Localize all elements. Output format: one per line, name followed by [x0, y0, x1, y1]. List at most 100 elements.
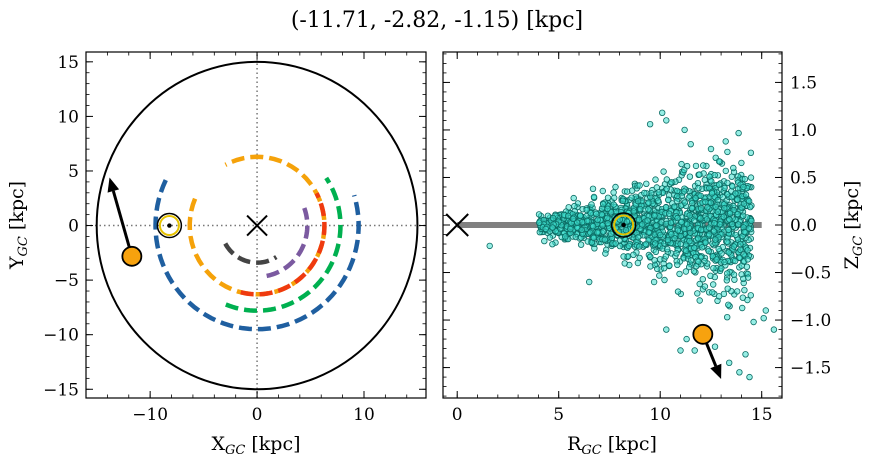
scatter-point [651, 257, 658, 264]
scatter-point [634, 259, 642, 267]
scatter-point [686, 263, 693, 271]
scatter-point [734, 288, 741, 295]
y-tick-label: 1.5 [790, 73, 817, 93]
scatter-point [645, 229, 652, 236]
x-tick-label: 15 [751, 405, 773, 425]
scatter-point [652, 248, 660, 255]
scatter-point [542, 225, 549, 233]
scatter-point [713, 256, 720, 263]
scatter-point [725, 226, 732, 234]
scatter-point [698, 226, 705, 233]
y-tick-label: −5 [54, 271, 79, 291]
scatter-point [724, 179, 731, 187]
y-tick-label: 10 [57, 107, 79, 127]
scatter-point [586, 278, 593, 286]
scatter-point [637, 205, 644, 213]
scatter-point [647, 263, 654, 270]
x-tick-label: 5 [553, 405, 564, 425]
scatter-point [612, 183, 619, 191]
scatter-point [664, 236, 672, 244]
scatter-point [604, 205, 611, 212]
scatter-point [744, 247, 751, 254]
scatter-point [677, 347, 684, 354]
scatter-point [636, 182, 643, 189]
scatter-point [620, 253, 627, 260]
scatter-point [686, 173, 694, 180]
scatter-point [653, 222, 660, 229]
scatter-point [652, 240, 659, 247]
scatter-point [760, 315, 767, 322]
scatter-point [740, 212, 747, 219]
scatter-point [674, 227, 682, 234]
scatter-point [743, 263, 751, 270]
y-tick-label: 1.0 [790, 121, 817, 141]
scatter-point [607, 230, 615, 238]
scatter-point [740, 251, 747, 258]
scatter-point [571, 202, 578, 210]
scatter-point [708, 190, 716, 197]
scatter-point [726, 359, 733, 366]
left-y-axis-label: YGC [kpc] [6, 181, 31, 270]
scatter-point [600, 200, 607, 208]
scatter-point [708, 178, 715, 185]
scatter-point [683, 220, 691, 228]
scatter-point [661, 265, 668, 272]
object-marker [121, 245, 143, 267]
scatter-point [724, 314, 731, 321]
scatter-point [726, 210, 734, 217]
scatter-point [750, 318, 757, 326]
scatter-point [599, 187, 606, 195]
scatter-point [687, 257, 695, 264]
scatter-point [622, 226, 630, 234]
galactic-center-marker [445, 213, 469, 237]
scatter-point [688, 204, 696, 212]
scatter-point [711, 343, 719, 350]
scatter-point [723, 277, 730, 284]
scatter-point [742, 191, 750, 198]
scatter-point [577, 212, 584, 219]
scatter-point [715, 158, 723, 165]
scatter-point [686, 237, 693, 245]
scatter-point [718, 250, 725, 257]
right-panel: 0 5 10 15 −1.5 −1.0 −0.5 0.0 0.5 1.0 1.5 RGC [kpc]… [442, 51, 866, 458]
y-tick-label: −10 [43, 326, 79, 346]
scatter-point [671, 203, 678, 210]
x-tick-label: 0 [252, 405, 263, 425]
scatter-point [737, 240, 744, 248]
scatter-point [682, 268, 690, 275]
scatter-point [747, 149, 755, 156]
scatter-point [535, 211, 543, 218]
scatter-point [635, 216, 643, 223]
scatter-point [583, 206, 590, 214]
scatter-point [541, 237, 548, 245]
scatter-point [735, 129, 742, 137]
scatter-point [710, 228, 718, 235]
scatter-point [770, 326, 778, 333]
scatter-point [683, 335, 690, 343]
scatter-point [604, 214, 611, 221]
y-tick-label: 0 [68, 217, 79, 237]
scatter-point [726, 216, 733, 223]
scatter-point [739, 304, 746, 312]
scatter-point [721, 184, 728, 192]
scatter-point [593, 210, 600, 218]
right-x-axis-label: RGC [kpc] [567, 433, 657, 458]
scatter-point [589, 185, 597, 192]
scatter-point [659, 109, 666, 116]
scatter-point [747, 203, 754, 211]
scatter-point [715, 245, 722, 253]
scatter-point [657, 231, 664, 239]
scatter-point [730, 271, 738, 278]
scatter-point [663, 326, 670, 333]
scatter-point [744, 256, 751, 263]
spiral-arc-4 [240, 192, 327, 297]
scatter-point [740, 275, 747, 282]
scatter-point [677, 240, 684, 248]
scatter-point [738, 159, 745, 167]
scatter-point [600, 228, 607, 235]
scatter-point [714, 196, 721, 204]
left-axes-frame [85, 51, 427, 399]
scatter-point [686, 212, 693, 219]
scatter-point [722, 138, 729, 145]
y-tick-label: 15 [57, 53, 79, 73]
